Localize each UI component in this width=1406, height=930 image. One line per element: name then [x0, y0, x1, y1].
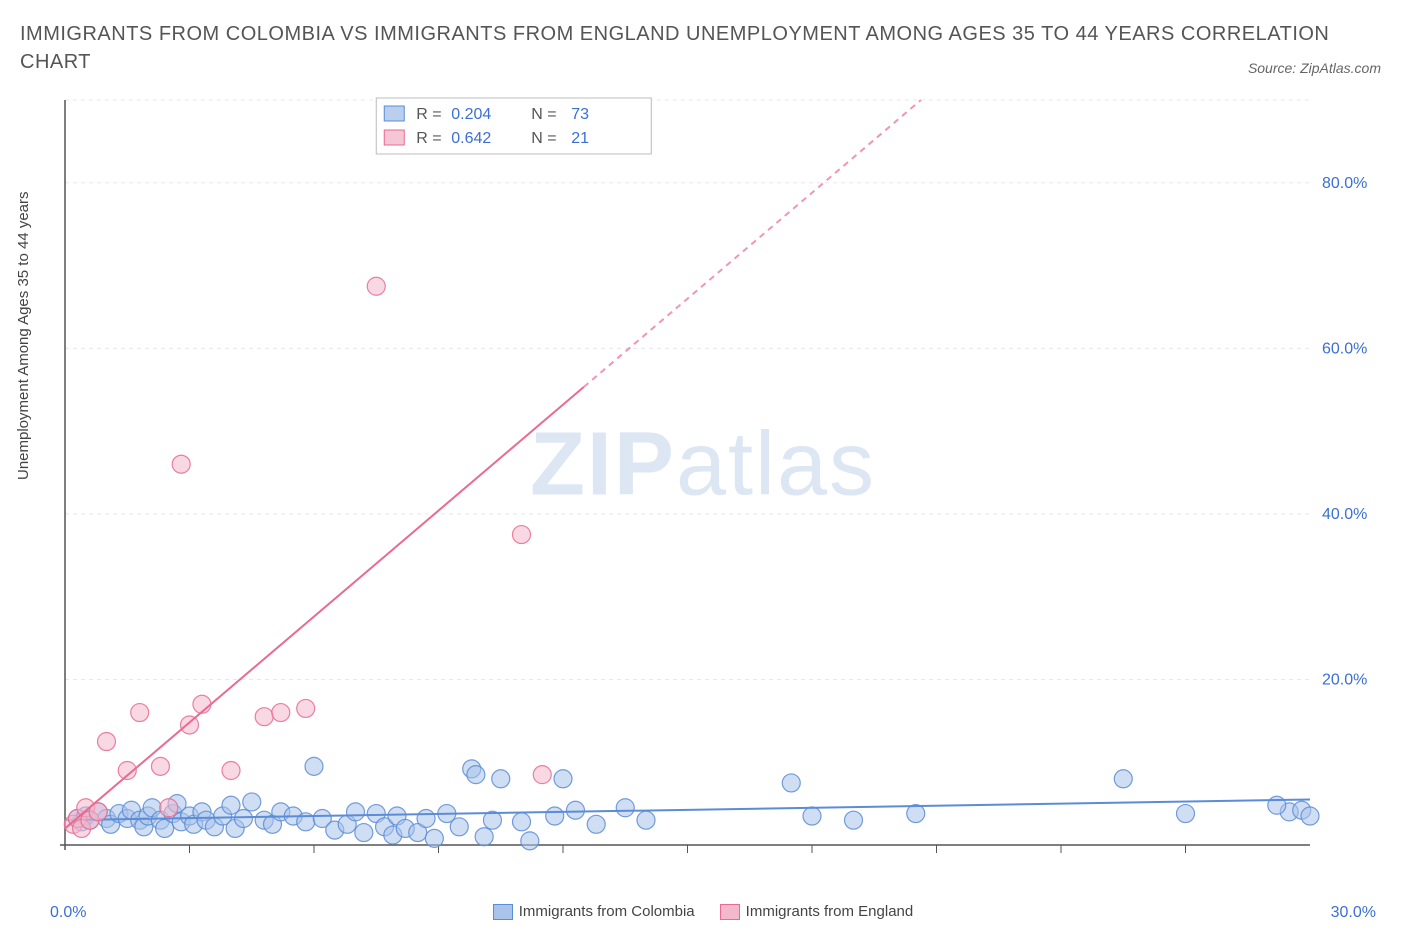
svg-text:73: 73	[571, 106, 589, 123]
svg-text:60.0%: 60.0%	[1322, 340, 1367, 357]
chart-source: Source: ZipAtlas.com	[1248, 60, 1381, 76]
x-axis-min-label: 0.0%	[50, 904, 86, 922]
legend-item: Immigrants from England	[720, 903, 914, 920]
svg-text:N =: N =	[531, 130, 556, 147]
svg-text:0.204: 0.204	[451, 106, 491, 123]
svg-text:20.0%: 20.0%	[1322, 671, 1367, 688]
svg-text:0.642: 0.642	[451, 130, 491, 147]
svg-text:R =: R =	[416, 130, 441, 147]
legend-item: Immigrants from Colombia	[493, 903, 695, 920]
x-axis-max-label: 30.0%	[1331, 904, 1376, 922]
chart-title: IMMIGRANTS FROM COLOMBIA VS IMMIGRANTS F…	[20, 20, 1386, 76]
svg-text:21: 21	[571, 130, 589, 147]
legend-swatch	[720, 904, 740, 920]
y-axis-label: Unemployment Among Ages 35 to 44 years	[15, 191, 32, 480]
svg-text:80.0%: 80.0%	[1322, 175, 1367, 192]
svg-text:40.0%: 40.0%	[1322, 506, 1367, 523]
svg-text:R =: R =	[416, 106, 441, 123]
legend-label: Immigrants from England	[746, 903, 914, 920]
chart-svg: 20.0% 40.0% 60.0% 80.0% R = 0.204 N = 73 R = 0.64…	[55, 95, 1375, 870]
chart-plot-area: 20.0% 40.0% 60.0% 80.0% R = 0.204 N = 73 R = 0.64…	[55, 95, 1375, 870]
bottom-legend: Immigrants from Colombia Immigrants from …	[0, 903, 1406, 920]
legend-label: Immigrants from Colombia	[519, 903, 695, 920]
svg-text:N =: N =	[531, 106, 556, 123]
legend-swatch	[493, 904, 513, 920]
